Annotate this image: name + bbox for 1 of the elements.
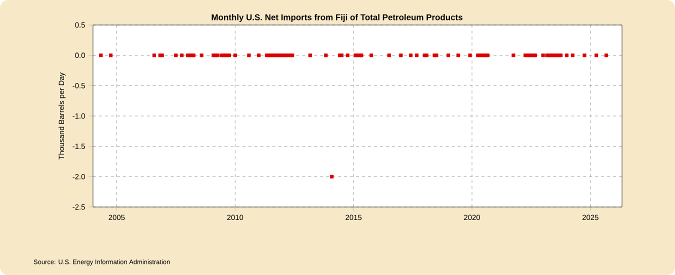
chart-title: Monthly U.S. Net Imports from Fiji of Total Petroleum Products [212, 14, 462, 22]
